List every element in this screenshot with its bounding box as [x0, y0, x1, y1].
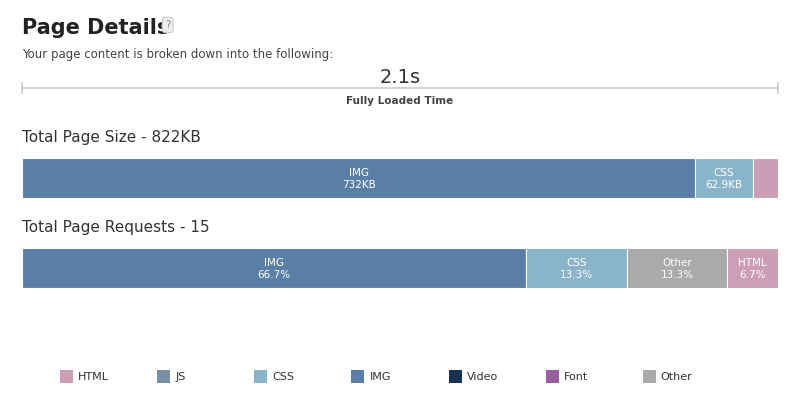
Text: Total Page Requests - 15: Total Page Requests - 15 [22, 220, 210, 235]
Text: IMG: IMG [370, 371, 391, 381]
Text: 13.3%: 13.3% [661, 270, 694, 280]
Text: Total Page Size - 822KB: Total Page Size - 822KB [22, 130, 201, 145]
Text: IMG: IMG [349, 168, 369, 178]
Bar [22, 248, 526, 288]
Bar [449, 370, 462, 383]
Bar [22, 158, 695, 198]
Text: IMG: IMG [264, 258, 284, 268]
Text: CSS: CSS [566, 258, 587, 268]
Text: CSS: CSS [714, 168, 734, 178]
Text: 13.3%: 13.3% [560, 270, 593, 280]
Text: Font: Font [564, 371, 588, 381]
Bar [546, 370, 558, 383]
Text: Video: Video [466, 371, 498, 381]
Text: 6.7%: 6.7% [739, 270, 766, 280]
Text: 2.1s: 2.1s [379, 68, 421, 87]
Text: Your page content is broken down into the following:: Your page content is broken down into th… [22, 48, 334, 61]
Bar [351, 370, 365, 383]
Bar [157, 370, 170, 383]
Text: Fully Loaded Time: Fully Loaded Time [346, 96, 454, 106]
Bar [753, 158, 778, 198]
Text: HTML: HTML [78, 371, 109, 381]
Bar [727, 248, 778, 288]
Bar [60, 370, 73, 383]
Bar [695, 158, 753, 198]
Text: 62.9KB: 62.9KB [706, 180, 742, 190]
Text: CSS: CSS [272, 371, 294, 381]
Bar [254, 370, 267, 383]
Text: 732KB: 732KB [342, 180, 375, 190]
Bar [643, 370, 656, 383]
Text: HTML: HTML [738, 258, 767, 268]
Text: JS: JS [175, 371, 186, 381]
Text: 66.7%: 66.7% [258, 270, 290, 280]
Text: Other: Other [661, 371, 693, 381]
Text: Page Details: Page Details [22, 18, 170, 38]
Bar [526, 248, 627, 288]
Text: Other: Other [662, 258, 692, 268]
Bar [627, 248, 727, 288]
Text: ?: ? [165, 20, 170, 30]
